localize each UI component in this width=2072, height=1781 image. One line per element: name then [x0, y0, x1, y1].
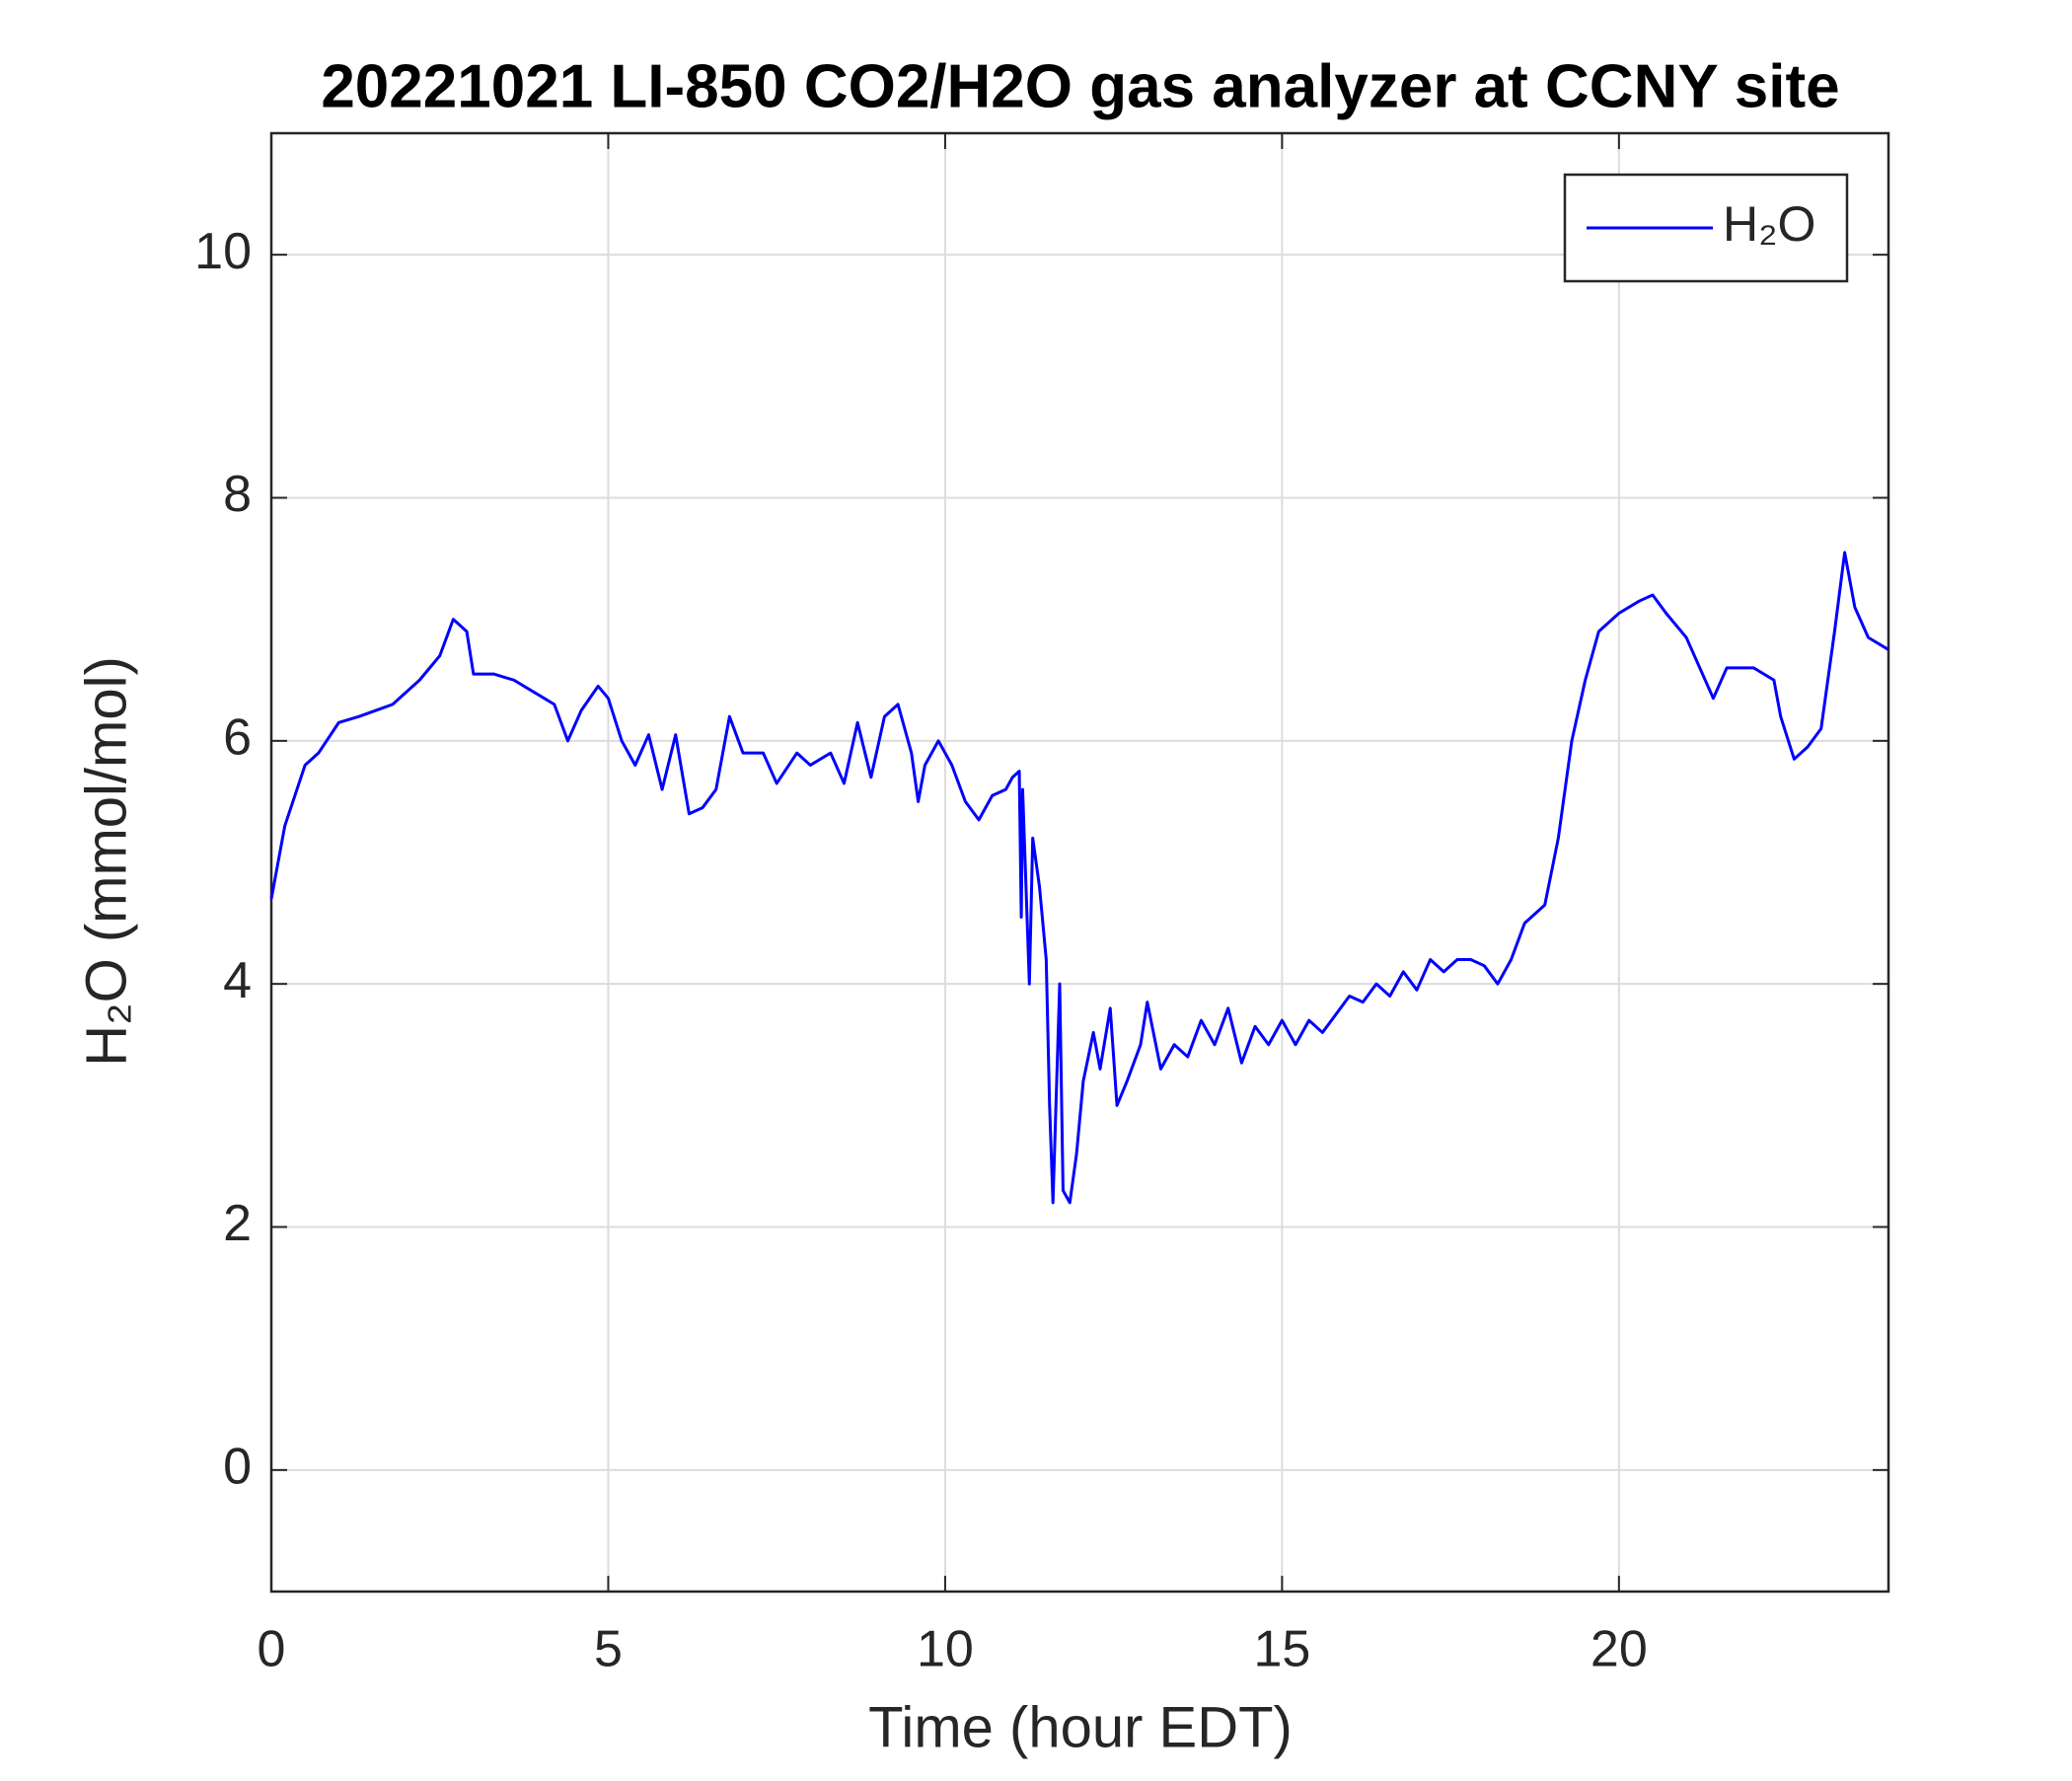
- x-tick-label: 5: [594, 1621, 623, 1678]
- y-tick-label: 0: [223, 1439, 252, 1496]
- x-tick-label: 10: [917, 1621, 974, 1678]
- chart-title: 20221021 LI-850 CO2/H2O gas analyzer at …: [321, 52, 1839, 120]
- plot-frame: [269, 131, 1890, 1594]
- x-tick-label: 0: [258, 1621, 286, 1678]
- x-tick-label: 15: [1253, 1621, 1310, 1678]
- x-tick-label: 20: [1591, 1621, 1648, 1678]
- y-axis-label: H₂O (mmol/mol): [74, 656, 138, 1067]
- y-tick-label: 6: [223, 709, 252, 767]
- y-tick-label: 4: [223, 952, 252, 1009]
- data-line: [269, 551, 1889, 1205]
- x-axis-label: Time (hour EDT): [868, 1695, 1293, 1759]
- y-tick-label: 2: [223, 1195, 252, 1252]
- y-tick-label: 8: [223, 466, 252, 523]
- legend-label: H₂O: [1723, 196, 1815, 252]
- y-tick-label: 10: [194, 223, 252, 280]
